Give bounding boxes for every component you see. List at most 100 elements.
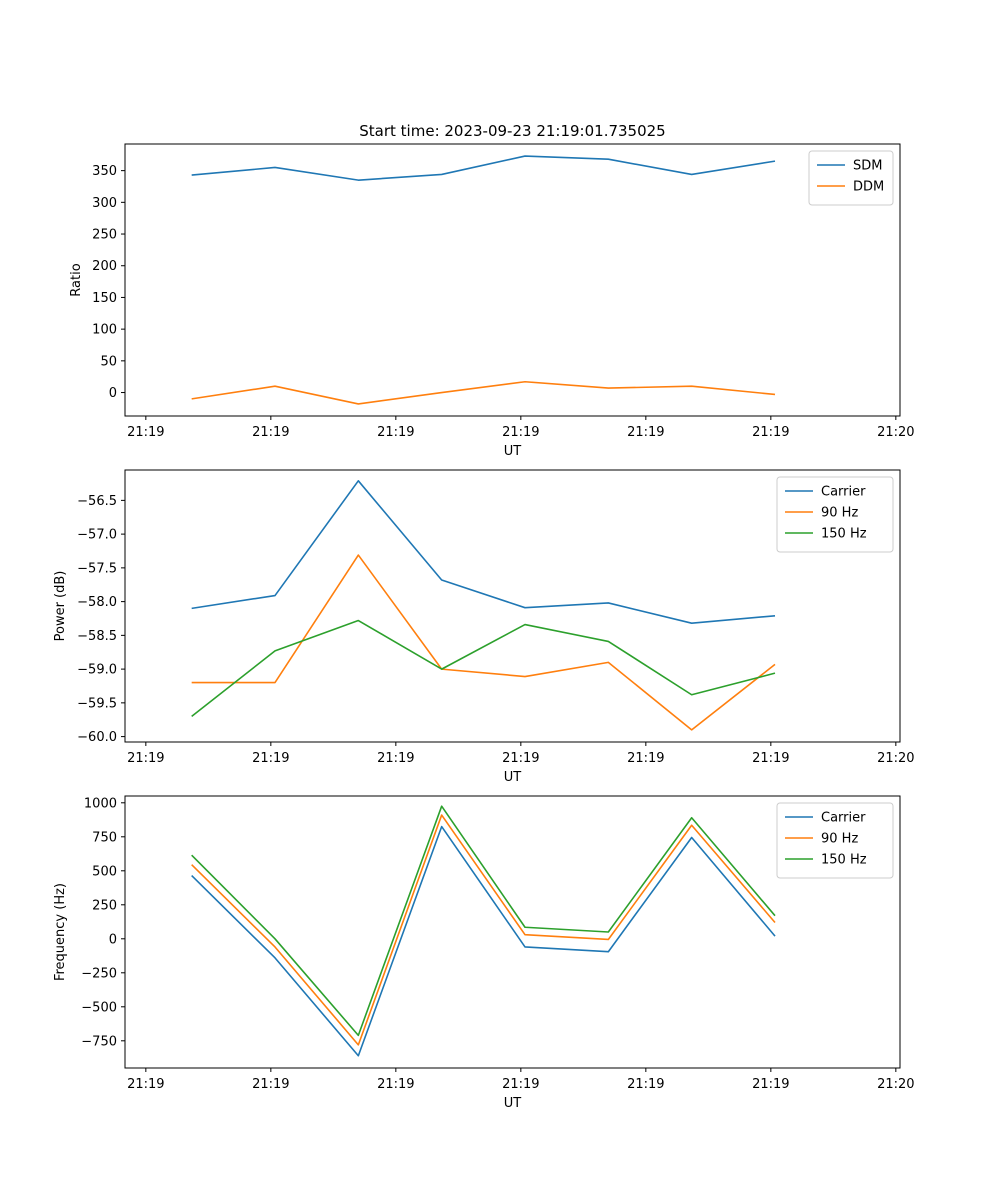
data-point bbox=[690, 694, 692, 696]
x-tick-label: 21:19 bbox=[627, 751, 664, 766]
x-tick-label: 21:19 bbox=[252, 425, 289, 440]
y-tick-label: 1000 bbox=[84, 796, 117, 811]
data-point bbox=[357, 1044, 359, 1046]
y-tick-label: 300 bbox=[92, 196, 117, 211]
series-line-90-hz bbox=[191, 814, 776, 1046]
x-tick-label: 21:20 bbox=[877, 751, 914, 766]
data-point bbox=[357, 1034, 359, 1036]
y-tick-label: 0 bbox=[109, 386, 117, 401]
data-point bbox=[274, 946, 276, 948]
legend: Carrier 90 Hz 150 Hz bbox=[776, 802, 894, 879]
data-point bbox=[190, 874, 192, 876]
data-point bbox=[607, 387, 609, 389]
data-point bbox=[690, 173, 692, 175]
legend-label: 90 Hz bbox=[821, 506, 858, 521]
y-axis-label: Ratio bbox=[69, 263, 84, 296]
x-tick-label: 21:19 bbox=[502, 751, 539, 766]
data-point bbox=[190, 863, 192, 865]
x-tick-label: 21:19 bbox=[252, 751, 289, 766]
y-tick-label: 250 bbox=[92, 228, 117, 243]
data-point bbox=[274, 681, 276, 683]
data-point bbox=[524, 926, 526, 928]
legend-label: 90 Hz bbox=[821, 832, 858, 847]
x-tick-label: 21:19 bbox=[377, 1077, 414, 1092]
y-tick-label: −58.0 bbox=[77, 595, 117, 610]
data-point bbox=[690, 836, 692, 838]
data-point bbox=[774, 663, 776, 665]
data-point bbox=[274, 594, 276, 596]
data-point bbox=[440, 805, 442, 807]
y-tick-label: 50 bbox=[100, 354, 117, 369]
y-axis-label: Frequency (Hz) bbox=[53, 883, 68, 981]
y-tick-label: 750 bbox=[92, 830, 117, 845]
data-point bbox=[774, 160, 776, 162]
y-tick-label: −57.0 bbox=[77, 528, 117, 543]
x-tick-label: 21:19 bbox=[127, 751, 164, 766]
chart-title: Start time: 2023-09-23 21:19:01.735025 bbox=[359, 122, 665, 140]
series-line-carrier bbox=[191, 479, 776, 625]
y-tick-label: 0 bbox=[109, 932, 117, 947]
y-tick-label: −750 bbox=[81, 1034, 117, 1049]
data-point bbox=[357, 480, 359, 482]
y-tick-label: 200 bbox=[92, 259, 117, 274]
x-tick-label: 21:19 bbox=[752, 751, 789, 766]
data-point bbox=[524, 155, 526, 157]
legend: SDM DDM bbox=[808, 150, 894, 206]
y-tick-label: −60.0 bbox=[77, 730, 117, 745]
y-tick-label: −250 bbox=[81, 966, 117, 981]
y-axis-label: Power (dB) bbox=[53, 571, 68, 642]
data-point bbox=[774, 914, 776, 916]
y-tick-label: −59.0 bbox=[77, 663, 117, 678]
series-line-90-hz bbox=[191, 554, 776, 731]
chart-2: 21:19 21:19 21:19 21:19 21:19 21:19 21:20 −60.0… bbox=[53, 469, 915, 785]
data-point bbox=[190, 715, 192, 717]
data-point bbox=[524, 606, 526, 608]
x-tick-label: 21:19 bbox=[752, 1077, 789, 1092]
x-tick-label: 21:19 bbox=[127, 425, 164, 440]
y-tick-label: 100 bbox=[92, 323, 117, 338]
x-tick-label: 21:19 bbox=[252, 1077, 289, 1092]
series-line-150-hz bbox=[191, 619, 776, 717]
x-tick-label: 21:19 bbox=[627, 1077, 664, 1092]
legend-label: Carrier bbox=[821, 811, 866, 826]
y-tick-label: −56.5 bbox=[77, 494, 117, 509]
data-point bbox=[440, 391, 442, 393]
data-point bbox=[274, 385, 276, 387]
data-point bbox=[190, 681, 192, 683]
legend-label: 150 Hz bbox=[821, 853, 867, 868]
data-point bbox=[357, 1055, 359, 1057]
legend-label: 150 Hz bbox=[821, 527, 867, 542]
data-point bbox=[774, 935, 776, 937]
x-tick-label: 21:19 bbox=[502, 425, 539, 440]
data-point bbox=[607, 158, 609, 160]
data-point bbox=[357, 403, 359, 405]
legend-label: DDM bbox=[853, 180, 884, 195]
data-point bbox=[524, 623, 526, 625]
data-point bbox=[607, 938, 609, 940]
x-tick-label: 21:19 bbox=[752, 425, 789, 440]
axes-frame bbox=[124, 795, 901, 1069]
data-point bbox=[774, 393, 776, 395]
data-point bbox=[190, 398, 192, 400]
y-tick-label: 250 bbox=[92, 898, 117, 913]
data-point bbox=[524, 946, 526, 948]
data-point bbox=[774, 921, 776, 923]
data-point bbox=[274, 166, 276, 168]
data-point bbox=[274, 957, 276, 959]
series-line-carrier bbox=[191, 825, 776, 1057]
legend-label: SDM bbox=[853, 159, 882, 174]
data-point bbox=[357, 179, 359, 181]
data-point bbox=[440, 173, 442, 175]
y-tick-label: 500 bbox=[92, 864, 117, 879]
x-tick-label: 21:19 bbox=[377, 425, 414, 440]
data-point bbox=[190, 854, 192, 856]
y-tick-label: 150 bbox=[92, 291, 117, 306]
series-line-sdm bbox=[191, 155, 776, 181]
x-tick-label: 21:20 bbox=[877, 425, 914, 440]
data-point bbox=[690, 622, 692, 624]
x-tick-label: 21:19 bbox=[627, 425, 664, 440]
data-point bbox=[524, 934, 526, 936]
legend-label: Carrier bbox=[821, 485, 866, 500]
legend: Carrier 90 Hz 150 Hz bbox=[776, 476, 894, 553]
